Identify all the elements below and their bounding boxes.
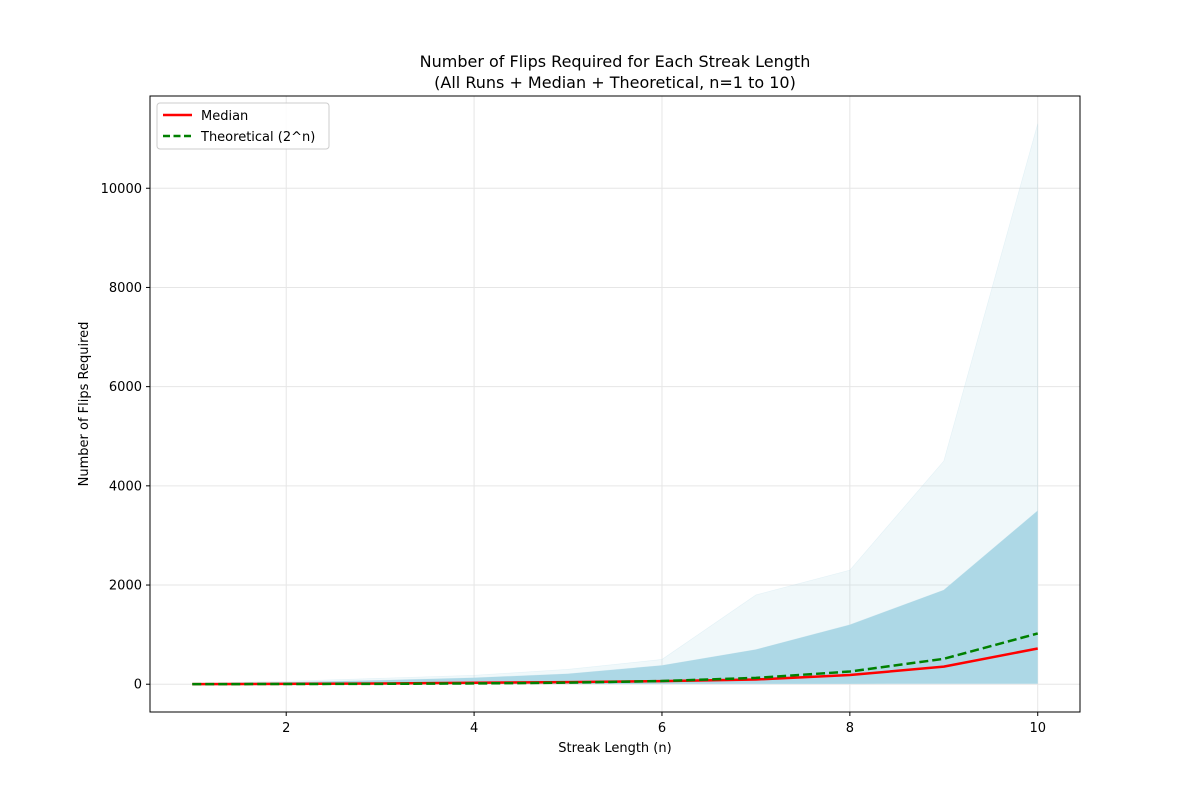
all-runs-layer <box>191 123 1039 685</box>
plot-frame <box>149 95 1081 713</box>
x-tick-label: 4 <box>470 721 478 736</box>
legend-median-label: Median <box>201 109 248 124</box>
all-runs-dense-region <box>192 510 1038 685</box>
y-tick-label: 4000 <box>109 479 142 494</box>
legend: Median Theoretical (2^n) <box>156 102 330 150</box>
y-tick-label: 2000 <box>109 579 142 594</box>
y-tick-label: 0 <box>134 678 142 693</box>
theoretical-line <box>192 632 1039 686</box>
all-runs-outlier-region <box>191 123 1039 684</box>
x-tick-label: 6 <box>658 721 666 736</box>
series-layer <box>192 632 1039 686</box>
x-tick-label: 8 <box>846 721 854 736</box>
y-tick-label: 8000 <box>109 281 142 296</box>
legend-theoretical-label: Theoretical (2^n) <box>200 130 315 145</box>
x-tick-label: 2 <box>282 721 290 736</box>
y-tick-label: 10000 <box>101 182 142 197</box>
chart-title: Number of Flips Required for Each Streak… <box>420 52 811 71</box>
x-axis-label: Streak Length (n) <box>558 741 671 756</box>
x-tick-label: 10 <box>1029 721 1046 736</box>
chart-subtitle: (All Runs + Median + Theoretical, n=1 to… <box>434 73 796 92</box>
y-tick-label: 6000 <box>109 380 142 395</box>
y-axis-label: Number of Flips Required <box>77 322 92 487</box>
legend-box <box>156 102 330 150</box>
ticks-layer: 2 4 6 8 10 0 2000 4000 6000 8000 10000 <box>101 182 1046 736</box>
